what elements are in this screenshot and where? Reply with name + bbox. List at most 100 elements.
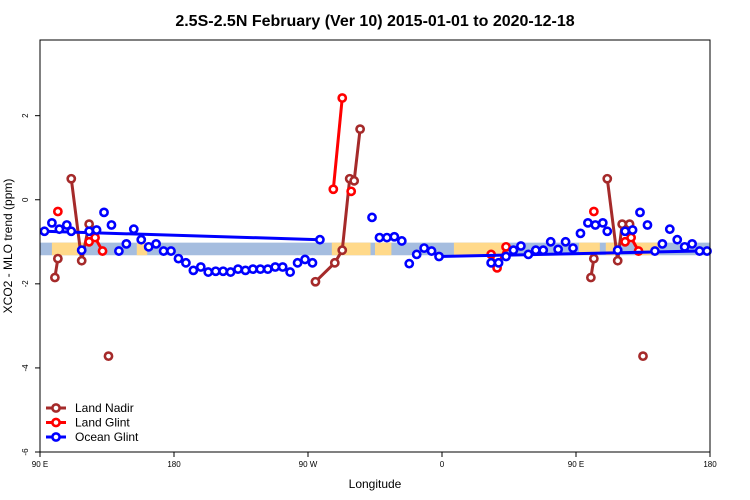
data-point-2-77 <box>694 246 705 256</box>
chart-title: 2.5S-2.5N February (Ver 10) 2015-01-01 t… <box>175 13 574 30</box>
legend-marker-0 <box>51 403 61 413</box>
data-point-0-3 <box>76 255 87 266</box>
data-point-2-33 <box>285 267 296 277</box>
data-point-2-8 <box>99 207 109 218</box>
data-point-2-29 <box>255 264 266 275</box>
series-layer <box>39 93 712 362</box>
band-land-segment-1 <box>136 242 148 256</box>
data-point-2-42 <box>389 231 400 242</box>
data-point-2-52 <box>508 245 519 256</box>
data-point-0-11 <box>355 124 366 135</box>
y-tick-label-4: 2 <box>21 113 30 118</box>
x-tick-label-5: 180 <box>703 460 717 469</box>
x-tick-label-0: 90 E <box>32 460 48 469</box>
data-point-2-19 <box>181 257 191 268</box>
data-point-2-23 <box>210 266 221 277</box>
data-point-0-15 <box>612 255 623 266</box>
data-point-0-0 <box>49 272 60 283</box>
data-point-2-0 <box>39 226 50 237</box>
data-point-2-12 <box>128 224 139 235</box>
data-point-2-63 <box>590 220 601 230</box>
data-point-2-1 <box>47 217 57 228</box>
data-point-2-37 <box>315 234 325 245</box>
data-point-0-5 <box>103 351 114 362</box>
y-tick-label-3: 0 <box>21 197 30 202</box>
data-point-0-14 <box>602 173 613 184</box>
data-point-2-57 <box>545 236 556 247</box>
data-point-2-59 <box>560 236 571 247</box>
legend-marker-1 <box>51 417 61 428</box>
data-point-1-5 <box>337 93 348 103</box>
data-point-2-50 <box>493 257 504 268</box>
data-point-2-76 <box>687 238 698 249</box>
data-point-2-27 <box>240 265 251 276</box>
data-point-2-22 <box>203 267 214 277</box>
data-point-0-6 <box>310 276 321 287</box>
data-point-2-39 <box>367 212 377 223</box>
band-land-segment-4 <box>453 242 505 256</box>
data-point-2-78 <box>702 246 712 256</box>
y-axis-label: XCO2 - MLO trend (ppm) <box>1 179 15 314</box>
data-point-0-7 <box>329 257 340 268</box>
data-point-1-3 <box>97 246 108 256</box>
data-point-2-58 <box>553 244 564 255</box>
data-point-2-24 <box>218 266 229 277</box>
data-point-2-61 <box>575 228 586 239</box>
data-point-2-64 <box>597 217 608 228</box>
data-point-2-60 <box>568 243 578 254</box>
data-point-2-54 <box>523 249 534 260</box>
data-point-0-2 <box>66 173 77 184</box>
data-point-2-69 <box>635 207 645 218</box>
data-point-2-16 <box>158 246 169 256</box>
data-point-0-13 <box>588 253 599 264</box>
data-point-2-5 <box>76 245 87 256</box>
data-point-2-20 <box>188 265 199 276</box>
data-point-2-72 <box>657 238 668 249</box>
data-point-2-44 <box>404 258 415 269</box>
data-point-2-10 <box>114 246 124 256</box>
data-point-2-74 <box>672 234 683 245</box>
data-point-2-2 <box>54 224 65 235</box>
data-point-2-41 <box>382 232 392 243</box>
band-land-segment-6 <box>605 242 618 256</box>
x-tick-label-4: 90 E <box>568 460 584 469</box>
data-point-2-15 <box>151 238 162 249</box>
data-point-0-10 <box>349 175 360 186</box>
data-point-2-13 <box>136 234 147 245</box>
x-axis-label: Longitude <box>349 477 402 491</box>
data-point-0-8 <box>337 245 348 256</box>
data-point-2-18 <box>173 253 184 264</box>
series-line-1-1 <box>331 97 344 190</box>
data-point-0-1 <box>52 253 63 264</box>
data-point-2-67 <box>620 226 631 237</box>
data-point-2-6 <box>84 226 95 237</box>
data-point-2-47 <box>426 246 437 256</box>
data-point-2-17 <box>166 246 176 256</box>
x-axis: 90 E 180 90 W 0 90 E 180 <box>32 452 717 469</box>
y-tick-label-2: -2 <box>21 280 30 288</box>
data-point-1-10 <box>588 206 599 217</box>
data-point-1-4 <box>328 184 339 195</box>
x-tick-label-2: 90 W <box>299 460 318 469</box>
x-tick-label-1: 180 <box>167 460 181 469</box>
series-2 <box>39 207 712 277</box>
data-point-2-31 <box>270 262 281 272</box>
data-point-1-0 <box>52 206 63 217</box>
data-point-2-65 <box>602 226 613 237</box>
data-point-2-34 <box>292 257 303 268</box>
y-axis: -6 -4 -2 0 2 <box>21 113 40 456</box>
x-tick-label-3: 0 <box>440 460 445 469</box>
band-land-segment-0 <box>51 242 85 256</box>
data-point-2-49 <box>486 257 497 268</box>
y-tick-label-1: -4 <box>21 364 30 372</box>
data-point-0-18 <box>638 351 648 362</box>
series-0 <box>49 124 648 362</box>
data-point-2-56 <box>538 245 549 256</box>
data-point-2-68 <box>627 225 638 235</box>
legend-label-0: Land Nadir <box>75 401 134 415</box>
data-point-2-71 <box>650 246 660 256</box>
legend-label-1: Land Glint <box>75 416 130 430</box>
data-point-2-66 <box>612 245 623 256</box>
